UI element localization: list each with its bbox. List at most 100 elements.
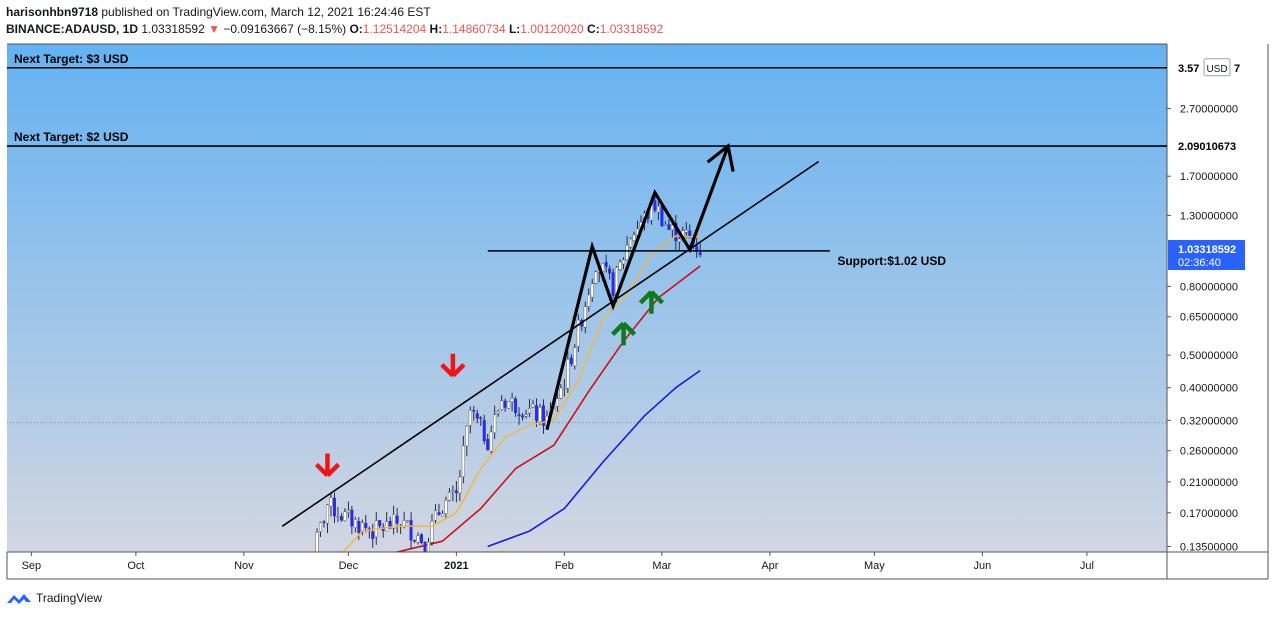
candle-up [583, 306, 587, 328]
candle-down [479, 417, 483, 419]
candle-up [656, 206, 660, 213]
candle-down [413, 539, 417, 542]
target-price-label: 3.57 [1178, 63, 1199, 75]
candle-down [503, 400, 507, 408]
candle-up [416, 535, 420, 543]
candle-up [392, 514, 396, 529]
candle-up [566, 359, 570, 389]
candle-up [427, 541, 431, 552]
candle-up [406, 520, 410, 523]
candle-down [395, 515, 399, 524]
y-tick-label: 0.21000000 [1180, 477, 1238, 489]
chart-background [7, 44, 1167, 552]
candle-down [653, 200, 657, 211]
currency-badge-text: USD [1206, 64, 1227, 75]
y-tick-label: 0.65000000 [1180, 312, 1238, 324]
candle-down [364, 522, 368, 528]
candle-up [562, 387, 566, 390]
candle-down [339, 516, 343, 521]
candle-down [517, 414, 521, 416]
candle-up [325, 504, 329, 524]
candle-up [489, 431, 493, 452]
candle-down [486, 438, 490, 451]
candle-up [353, 519, 357, 528]
candle-down [482, 419, 486, 442]
candle-down [388, 521, 392, 529]
ema-slow-line [487, 369, 701, 548]
x-tick-label: Dec [339, 560, 359, 572]
candle-up [573, 347, 577, 366]
currency-badge [1203, 58, 1231, 77]
y-tick-label: 0.50000000 [1180, 350, 1238, 362]
candle-up [524, 414, 528, 417]
candle-up [440, 513, 444, 517]
high-label: H: [429, 22, 443, 36]
trend-line [281, 160, 820, 527]
tradingview-brand[interactable]: TradingView [6, 590, 102, 606]
x-tick-label: Jun [974, 560, 992, 572]
candle-down [611, 272, 615, 296]
candle-up [684, 229, 688, 233]
candle-down [420, 534, 424, 543]
red-down-arrow-icon [314, 453, 341, 478]
ema-mid-line [391, 265, 701, 552]
candle-up [315, 532, 319, 552]
candle-down [332, 497, 336, 517]
candle-up [594, 271, 598, 284]
candle-down [475, 413, 479, 419]
candle-down [378, 520, 382, 527]
support-label: Support:$1.02 USD [837, 254, 946, 268]
candle-up [385, 521, 389, 532]
candle-down [660, 206, 664, 227]
candle-down [541, 405, 545, 426]
candle-down [472, 410, 476, 412]
projection-path [545, 145, 730, 431]
candle-up [433, 510, 437, 521]
candle-up [670, 224, 674, 231]
candle-up [510, 398, 514, 403]
candle-down [608, 268, 612, 274]
candle-up [632, 234, 636, 241]
x-tick-label: May [864, 560, 885, 572]
candle-up [531, 403, 535, 408]
candle-up [329, 497, 333, 507]
green-up-arrow-icon [610, 321, 637, 346]
candle-up [444, 500, 448, 515]
candle-up [451, 490, 455, 492]
y-tick-label: 0.13500000 [1180, 541, 1238, 553]
candle-up [538, 407, 542, 422]
published-text: published on TradingView.com, March 12, … [101, 5, 431, 19]
candle-down [698, 252, 702, 255]
author-name[interactable]: harisonhbn9718 [6, 5, 99, 19]
y-tick-label: 1.30000000 [1180, 210, 1238, 222]
candle-up [468, 410, 472, 426]
target-price-label-bg [1168, 138, 1246, 155]
target-price-label: 2.09010673 [1178, 141, 1236, 153]
y-tick-label: 0.32000000 [1180, 415, 1238, 427]
candle-down [437, 512, 441, 515]
y-tick-label: 0.80000000 [1180, 281, 1238, 293]
ohlc-line: BINANCE:ADAUSD, 1D 1.03318592 ▼ −0.09163… [6, 22, 663, 36]
candle-down [454, 490, 458, 494]
candle-down [357, 521, 361, 533]
candle-up [312, 557, 315, 564]
candle-up [629, 238, 633, 248]
candle-up [430, 521, 434, 543]
candle-up [625, 245, 629, 260]
candle-down [688, 230, 692, 238]
candle-up [402, 520, 406, 527]
candle-down [322, 521, 326, 523]
green-up-arrow-icon [638, 290, 665, 314]
close-value: 1.03318592 [599, 22, 664, 36]
candle-up [496, 411, 500, 414]
x-tick-label: Jul [1080, 560, 1094, 572]
current-price-box [1168, 240, 1245, 271]
candle-up [590, 283, 594, 298]
y-tick-label: 2.70000000 [1180, 104, 1238, 116]
projection-arrowhead [706, 143, 735, 172]
candle-up [618, 261, 622, 270]
last-price: 1.03318592 [141, 22, 205, 36]
candle-up [343, 511, 347, 522]
current-price-label: 1.03318592 [1178, 244, 1236, 256]
